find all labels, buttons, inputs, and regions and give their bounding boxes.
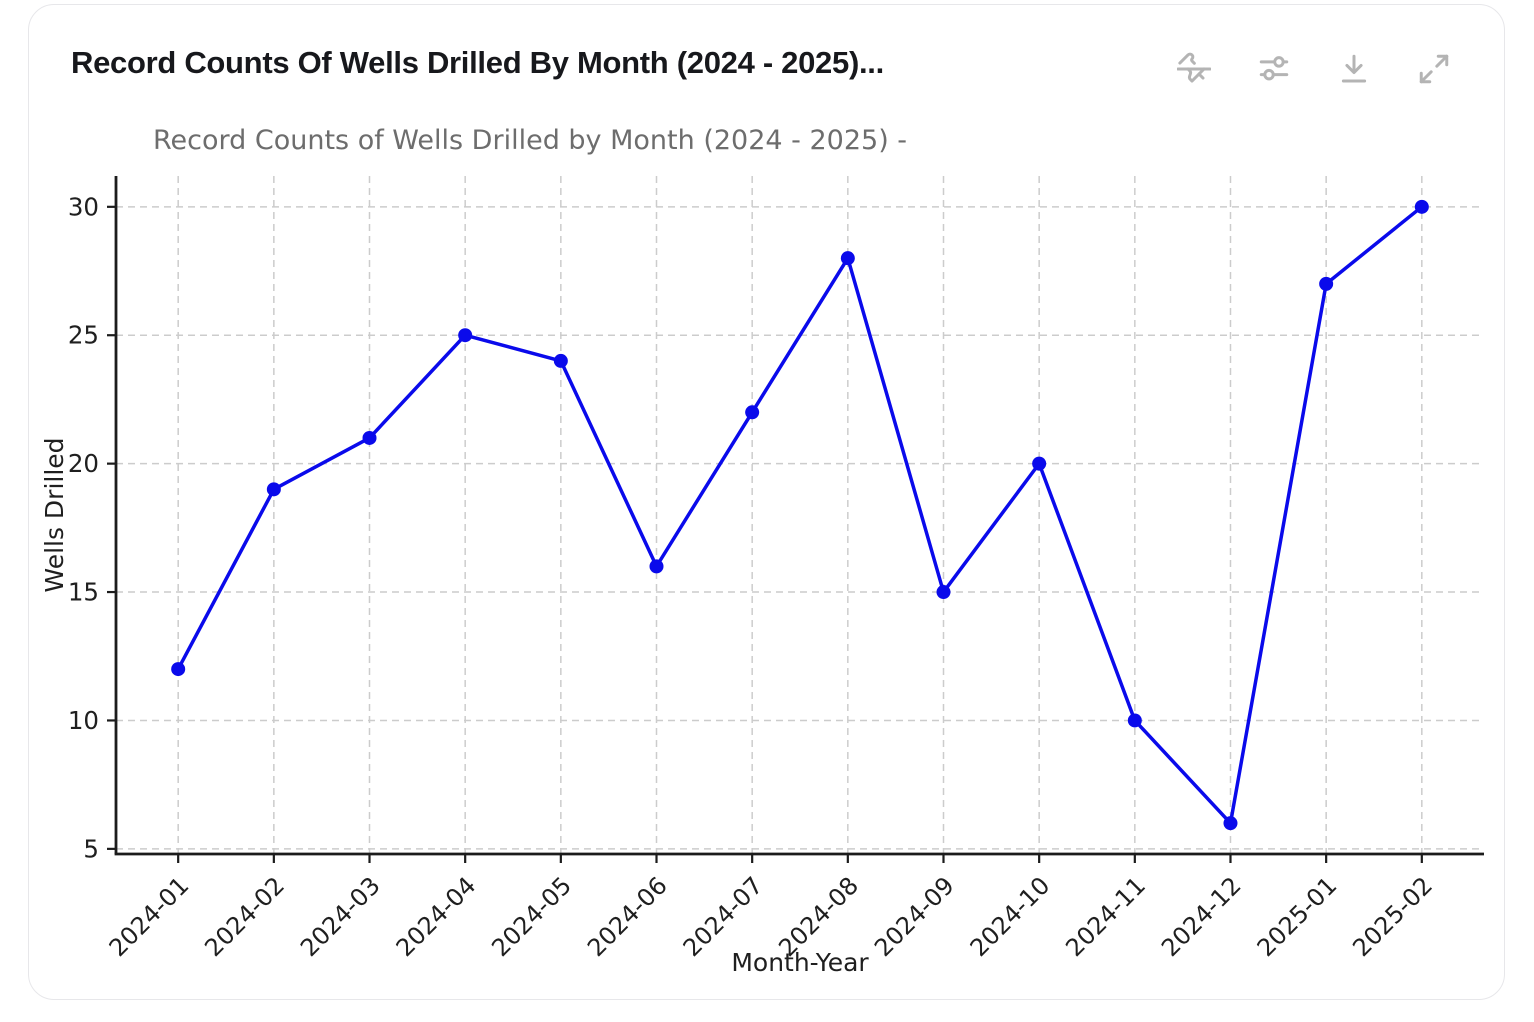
data-point: [1223, 816, 1238, 831]
expand-button[interactable]: [1416, 51, 1452, 87]
x-tick-label: 2024-09: [869, 871, 960, 962]
data-point: [266, 482, 281, 497]
expand-icon: [1419, 54, 1449, 84]
card-toolbar: [1176, 51, 1452, 87]
download-icon: [1341, 54, 1367, 83]
unpin-icon: [1177, 52, 1211, 83]
x-tick-label: 2024-04: [391, 871, 482, 962]
download-button[interactable]: [1336, 51, 1372, 87]
chart-card: Record Counts Of Wells Drilled By Month …: [28, 4, 1505, 1000]
data-point: [1414, 199, 1429, 214]
y-tick-label: 5: [83, 834, 99, 863]
x-tick-label: 2024-11: [1060, 871, 1151, 962]
data-point: [649, 559, 664, 574]
x-tick-label: 2024-12: [1156, 871, 1247, 962]
data-point: [1032, 456, 1047, 471]
data-point: [458, 328, 473, 343]
x-tick-label: 2024-02: [199, 871, 290, 962]
y-tick-label: 20: [68, 449, 99, 478]
data-point: [171, 662, 186, 677]
gridlines: [116, 176, 1484, 854]
y-axis-label: Wells Drilled: [40, 437, 69, 592]
x-tick-label: 2024-06: [582, 871, 673, 962]
x-tick-label: 2024-10: [965, 871, 1056, 962]
card-title: Record Counts Of Wells Drilled By Month …: [71, 45, 884, 80]
x-tick-label: 2025-01: [1252, 871, 1343, 962]
x-tick-label: 2024-01: [104, 871, 195, 962]
x-tick-label: 2024-03: [295, 871, 386, 962]
data-point: [553, 353, 568, 368]
wells-drilled-series: [171, 199, 1429, 831]
filter-sliders-icon: [1259, 56, 1289, 81]
x-tick-label: 2025-02: [1347, 871, 1438, 962]
data-point: [840, 251, 855, 266]
y-tick-label: 30: [68, 192, 99, 221]
data-point: [1319, 276, 1334, 291]
x-tick-label: 2024-05: [486, 871, 577, 962]
data-point: [936, 585, 951, 600]
y-tick-label: 10: [68, 706, 99, 735]
data-point: [1127, 713, 1142, 728]
data-point: [745, 405, 760, 420]
data-point: [362, 430, 377, 445]
filter-sliders-button[interactable]: [1256, 51, 1292, 87]
series-line: [176, 205, 1424, 825]
y-tick-label: 25: [68, 321, 99, 350]
x-axis-label: Month-Year: [731, 948, 869, 977]
y-tick-label: 15: [68, 578, 99, 607]
chart-title: Record Counts of Wells Drilled by Month …: [153, 125, 908, 156]
unpin-button[interactable]: [1176, 51, 1212, 87]
